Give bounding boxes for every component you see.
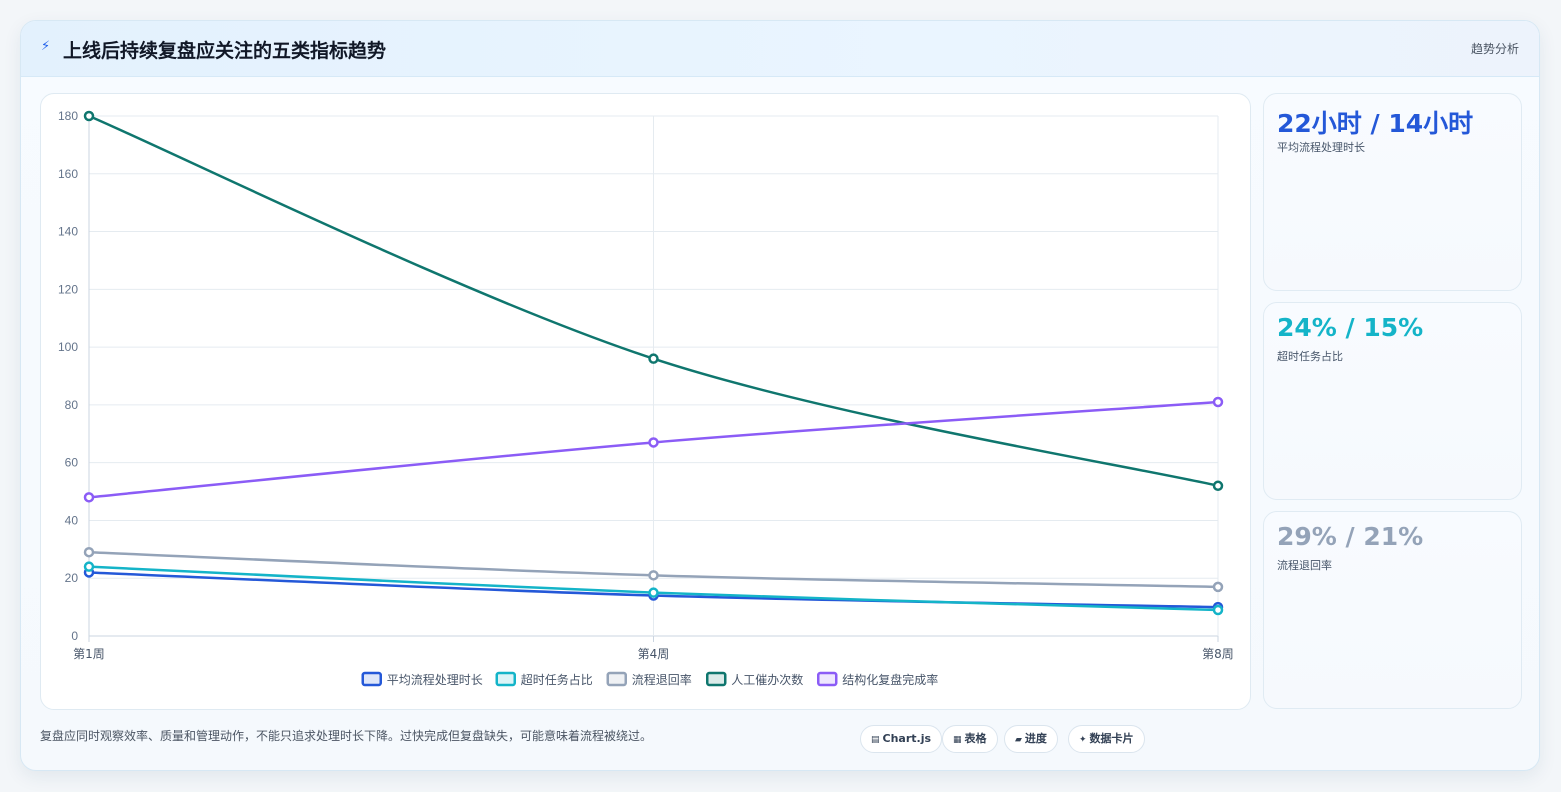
data-point — [648, 437, 659, 448]
chart-panel: 0 20 40 60 80 100 120 140 160 180 第1周 第4周 第8周平均流程处理时… — [40, 93, 1251, 710]
data-point — [1212, 604, 1224, 616]
stat-value: 29% / 21% — [1277, 522, 1424, 551]
data-point — [83, 492, 95, 503]
y-tick-label: 20 — [65, 571, 79, 585]
legend-label: 流程退回率 — [632, 672, 692, 687]
stat-value: 24% / 15% — [1277, 313, 1424, 342]
legend-swatch — [706, 671, 727, 687]
table-pill[interactable]: ▦ 表格 — [942, 725, 998, 753]
y-tick-label: 120 — [58, 282, 78, 296]
x-tick-label: 第4周 — [638, 647, 670, 661]
data-point — [83, 110, 95, 122]
data-point — [1212, 396, 1224, 408]
y-tick-label: 40 — [65, 513, 79, 527]
legend-swatch — [817, 671, 838, 687]
legend-swatch — [495, 671, 516, 687]
analysis-tag: 趋势分析 — [1470, 42, 1519, 56]
pill-label: 进度 — [1024, 732, 1047, 745]
data-point — [1212, 581, 1224, 593]
data-point — [1212, 480, 1224, 492]
x-tick-label: 第8周 — [1202, 647, 1234, 661]
stat-card-return-rate: 29% / 21% 流程退回率 — [1263, 511, 1522, 709]
data-point — [648, 353, 659, 364]
stat-value: 22小时 / 14小时 — [1277, 109, 1474, 138]
pill-label: Chart.js — [882, 732, 932, 745]
y-tick-label: 140 — [58, 225, 78, 239]
stat-label: 平均流程处理时长 — [1277, 141, 1365, 154]
pill-label: 数据卡片 — [1089, 732, 1134, 745]
y-tick-label: 60 — [65, 456, 79, 470]
stat-card-processing-time: 22小时 / 14小时 平均流程处理时长 — [1263, 93, 1522, 291]
y-tick-label: 180 — [58, 109, 78, 123]
card-header: ⚡ 上线后持续复盘应关注的五类指标趋势 趋势分析 — [21, 21, 1539, 77]
legend-label: 人工催办次数 — [731, 672, 803, 687]
x-tick-label: 第1周 — [73, 647, 105, 661]
y-tick-label: 160 — [58, 167, 78, 181]
chart-icon: ▤ — [871, 735, 880, 745]
pill-label: 表格 — [964, 732, 987, 745]
lightning-icon: ⚡ — [41, 39, 51, 54]
y-tick-label: 80 — [65, 398, 79, 412]
legend-swatch — [606, 671, 627, 687]
legend-label: 平均流程处理时长 — [387, 672, 483, 687]
y-tick-label: 100 — [58, 340, 78, 354]
legend-swatch — [361, 671, 382, 687]
chartjs-pill[interactable]: ▤ Chart.js — [860, 725, 943, 753]
table-icon: ▦ — [953, 735, 962, 745]
data-point — [83, 561, 95, 572]
data-point — [648, 587, 659, 598]
progress-pill[interactable]: ▰ 进度 — [1004, 725, 1058, 753]
stat-label: 超时任务占比 — [1277, 350, 1343, 363]
stat-label: 流程退回率 — [1277, 559, 1332, 572]
stat-card-timeout-ratio: 24% / 15% 超时任务占比 — [1263, 302, 1522, 500]
card-title: 上线后持续复盘应关注的五类指标趋势 — [63, 40, 387, 62]
progress-icon: ▰ — [1015, 735, 1022, 745]
legend-label: 结构化复盘完成率 — [842, 672, 938, 687]
y-tick-label: 0 — [71, 629, 78, 643]
footnote-text: 复盘应同时观察效率、质量和管理动作，不能只追求处理时长下降。过快完成但复盘缺失，… — [40, 729, 653, 743]
trend-card: ⚡ 上线后持续复盘应关注的五类指标趋势 趋势分析 0 20 40 60 80 100 120… — [20, 20, 1540, 771]
data-point — [648, 570, 659, 581]
legend-label: 超时任务占比 — [521, 672, 593, 687]
data-point — [83, 546, 95, 558]
line-chart: 0 20 40 60 80 100 120 140 160 180 第1周 第4周 第8周平均流程处理时… — [58, 109, 1234, 687]
data-card-pill[interactable]: ✦ 数据卡片 — [1068, 725, 1145, 753]
sparkle-icon: ✦ — [1079, 735, 1087, 745]
